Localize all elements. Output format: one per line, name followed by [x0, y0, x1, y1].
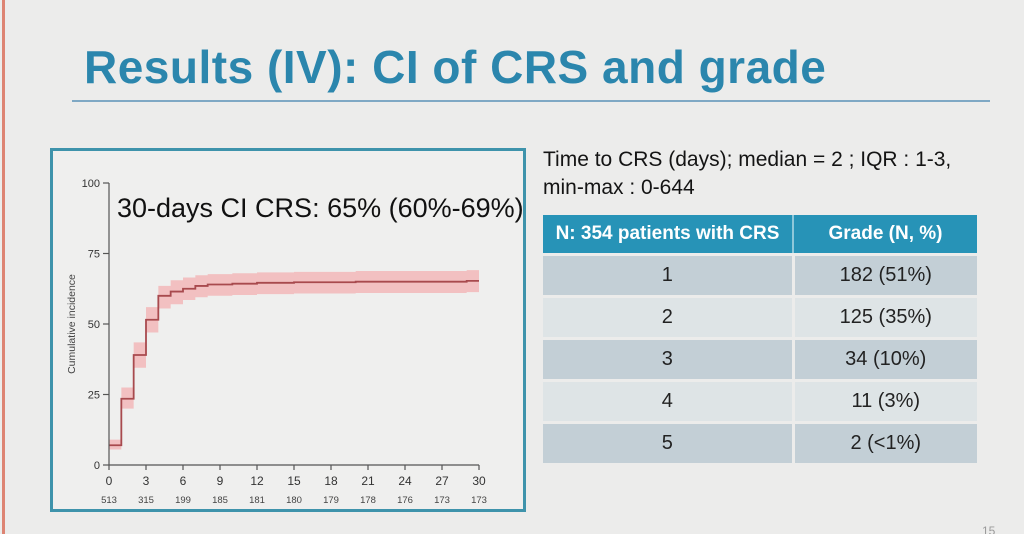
- table-header-grade: Grade (N, %): [793, 215, 977, 255]
- count-cell: 34 (10%): [793, 337, 977, 381]
- time-to-crs-line2: min-max : 0-644: [543, 176, 695, 200]
- svg-text:50: 50: [88, 319, 100, 331]
- svg-text:199: 199: [175, 495, 191, 506]
- svg-text:12: 12: [250, 474, 264, 488]
- left-edge-stripe: [2, 0, 5, 534]
- svg-text:Cumulative incidence: Cumulative incidence: [66, 274, 78, 374]
- title-underline: [72, 100, 990, 102]
- svg-text:0: 0: [94, 460, 100, 472]
- time-to-crs-text: Time to CRS (days); median = 2 ; IQR : 1…: [543, 146, 1003, 202]
- svg-text:15: 15: [287, 474, 301, 488]
- svg-text:24: 24: [398, 474, 412, 488]
- svg-text:6: 6: [180, 474, 187, 488]
- svg-text:315: 315: [138, 495, 154, 506]
- grade-cell: 2: [543, 295, 795, 339]
- svg-text:18: 18: [324, 474, 338, 488]
- table-header-patients: N: 354 patients with CRS: [543, 215, 794, 255]
- svg-text:9: 9: [217, 474, 224, 488]
- svg-text:181: 181: [249, 495, 265, 506]
- grade-cell: 4: [543, 379, 795, 423]
- svg-text:180: 180: [286, 495, 302, 506]
- grade-cell: 1: [543, 253, 795, 297]
- ci-chart-panel: 0 25 50 75 100 0 513 3 315 6 199 9 185 12 181 15 180 18 17…: [50, 148, 526, 512]
- crs-grade-table: N: 354 patients with CRS Grade (N, %) 1 …: [543, 215, 977, 463]
- svg-text:176: 176: [397, 495, 413, 506]
- svg-text:100: 100: [82, 178, 100, 190]
- time-to-crs-line1: Time to CRS (days); median = 2 ; IQR : 1…: [543, 148, 952, 171]
- svg-text:178: 178: [360, 495, 376, 506]
- svg-text:25: 25: [88, 390, 100, 402]
- grade-cell: 5: [543, 421, 795, 463]
- count-cell: 125 (35%): [793, 295, 977, 339]
- svg-text:30: 30: [472, 474, 486, 488]
- svg-text:173: 173: [471, 495, 487, 506]
- grade-cell: 3: [543, 337, 795, 381]
- svg-text:21: 21: [361, 474, 375, 488]
- page-title: Results (IV): CI of CRS and grade: [84, 41, 827, 93]
- svg-text:27: 27: [435, 474, 449, 488]
- table-row: 4 11 (3%): [543, 379, 977, 423]
- svg-text:3: 3: [143, 474, 150, 488]
- table-row: 3 34 (10%): [543, 337, 977, 381]
- count-cell: 182 (51%): [793, 253, 977, 297]
- svg-text:30-days CI CRS: 65% (60%-69%): 30-days CI CRS: 65% (60%-69%): [117, 193, 523, 223]
- count-cell: 2 (<1%): [793, 421, 977, 463]
- svg-text:513: 513: [101, 495, 117, 506]
- svg-text:179: 179: [323, 495, 339, 506]
- svg-text:0: 0: [106, 474, 113, 488]
- table-row: 1 182 (51%): [543, 253, 977, 297]
- table-row: 5 2 (<1%): [543, 421, 977, 463]
- svg-text:173: 173: [434, 495, 450, 506]
- page-number: 15: [982, 524, 996, 534]
- table-row: 2 125 (35%): [543, 295, 977, 339]
- ci-chart-svg: 0 25 50 75 100 0 513 3 315 6 199 9 185 12 181 15 180 18 17…: [66, 178, 523, 506]
- count-cell: 11 (3%): [793, 379, 977, 423]
- svg-text:185: 185: [212, 495, 228, 506]
- table-header-row: N: 354 patients with CRS Grade (N, %): [543, 215, 977, 255]
- svg-text:75: 75: [88, 249, 100, 261]
